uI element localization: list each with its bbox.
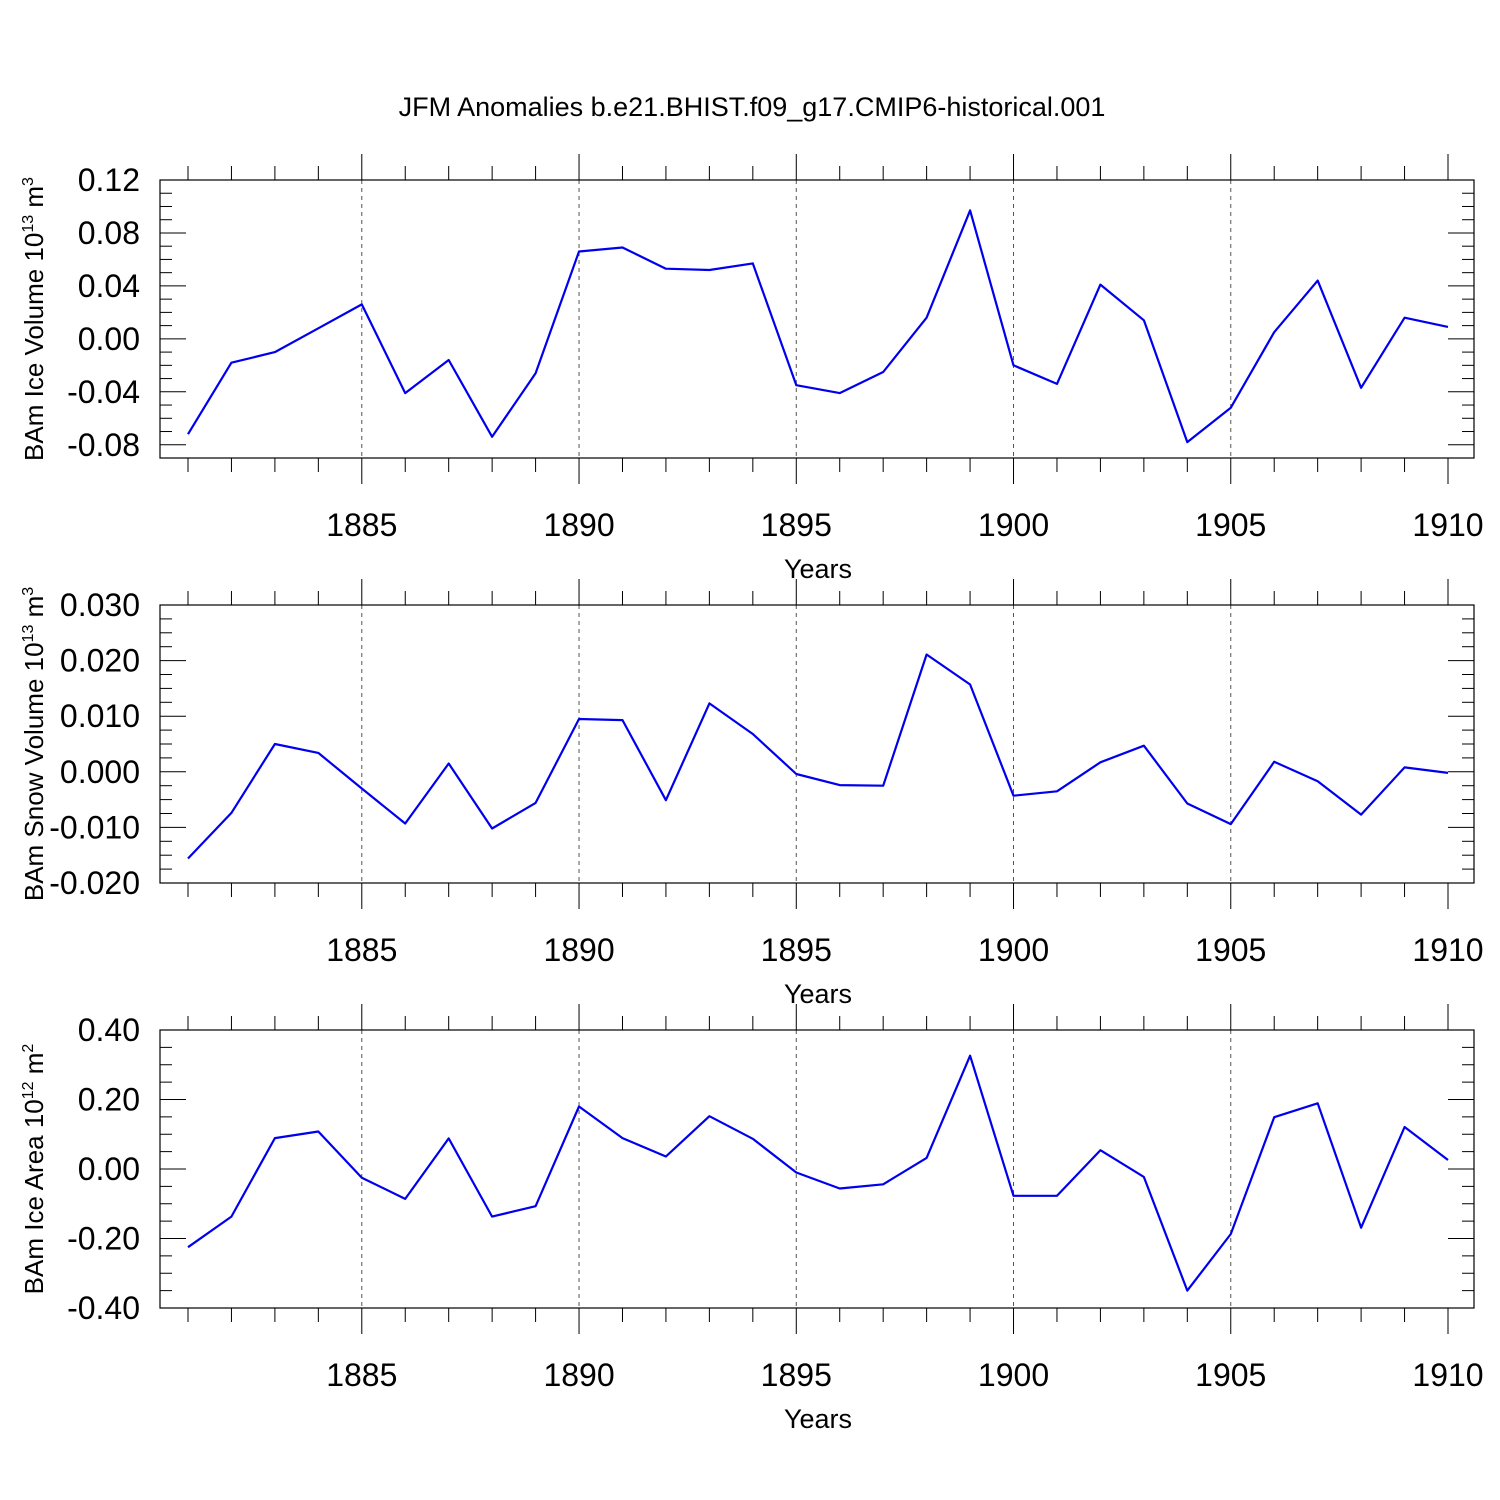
y-tick-label: 0.08: [78, 215, 140, 251]
panel-1: -0.08 -0.04 0.00 0.04 0.08 0.12 1885 1890 1895 19…: [19, 154, 1484, 584]
panel-2: -0.020 -0.010 0.000 0.010 0.020 0.030 1885 1890…: [19, 579, 1484, 1009]
y-tick-label: 0.010: [60, 698, 140, 734]
y-tick-label: -0.010: [49, 809, 140, 845]
x-tick-label: 1885: [326, 1357, 397, 1393]
y-tick-label: 0.00: [78, 321, 140, 357]
plot-frame: [159, 604, 1475, 884]
y-tick-label: -0.08: [67, 427, 140, 463]
y-tick-label: 0.030: [60, 587, 140, 623]
y-tick-label: -0.40: [67, 1290, 140, 1326]
y-tick-label: 0.12: [78, 162, 140, 198]
x-tick-label: 1895: [761, 1357, 832, 1393]
x-tick-label: 1905: [1195, 1357, 1266, 1393]
series-line: [187, 653, 1449, 860]
y-tick-label: 0.20: [78, 1082, 140, 1118]
y-tick-label: 0.000: [60, 754, 140, 790]
x-tick-label: 1885: [326, 932, 397, 968]
x-tick-label: 1900: [978, 932, 1049, 968]
y-tick-label: -0.20: [67, 1221, 140, 1257]
x-axis-label: Years: [784, 554, 852, 584]
x-tick-label: 1890: [543, 1357, 614, 1393]
y-tick-label: -0.020: [49, 865, 140, 901]
y-tick-label: 0.020: [60, 643, 140, 679]
x-axis-label: Years: [784, 979, 852, 1009]
x-tick-label: 1910: [1412, 1357, 1483, 1393]
x-tick-label: 1910: [1412, 932, 1483, 968]
y-axis-label: BAm Snow Volume 1013 m3: [19, 587, 49, 901]
x-axis-label: Years: [784, 1404, 852, 1434]
x-tick-label: 1900: [978, 1357, 1049, 1393]
y-tick-label: 0.00: [78, 1151, 140, 1187]
plot-frame: [159, 179, 1475, 459]
y-axis-label: BAm Ice Area 1012 m2: [19, 1044, 49, 1295]
x-tick-label: 1910: [1412, 507, 1483, 543]
plot-frame: [159, 1029, 1475, 1309]
x-tick-label: 1890: [543, 932, 614, 968]
x-tick-label: 1895: [761, 507, 832, 543]
panel-3: -0.40 -0.20 0.00 0.20 0.40 1885 1890 1895 1900 19…: [19, 1004, 1484, 1434]
series-line: [187, 1054, 1449, 1292]
y-axis-label: BAm Ice Volume 1013 m3: [19, 177, 49, 461]
x-tick-label: 1890: [543, 507, 614, 543]
chart-title: JFM Anomalies b.e21.BHIST.f09_g17.CMIP6-…: [399, 92, 1106, 122]
x-tick-label: 1905: [1195, 507, 1266, 543]
x-tick-label: 1905: [1195, 932, 1266, 968]
series-line: [187, 209, 1449, 444]
y-tick-label: -0.04: [67, 374, 140, 410]
y-tick-label: 0.04: [78, 268, 140, 304]
x-tick-label: 1900: [978, 507, 1049, 543]
x-tick-label: 1885: [326, 507, 397, 543]
y-tick-label: 0.40: [78, 1012, 140, 1048]
x-tick-label: 1895: [761, 932, 832, 968]
